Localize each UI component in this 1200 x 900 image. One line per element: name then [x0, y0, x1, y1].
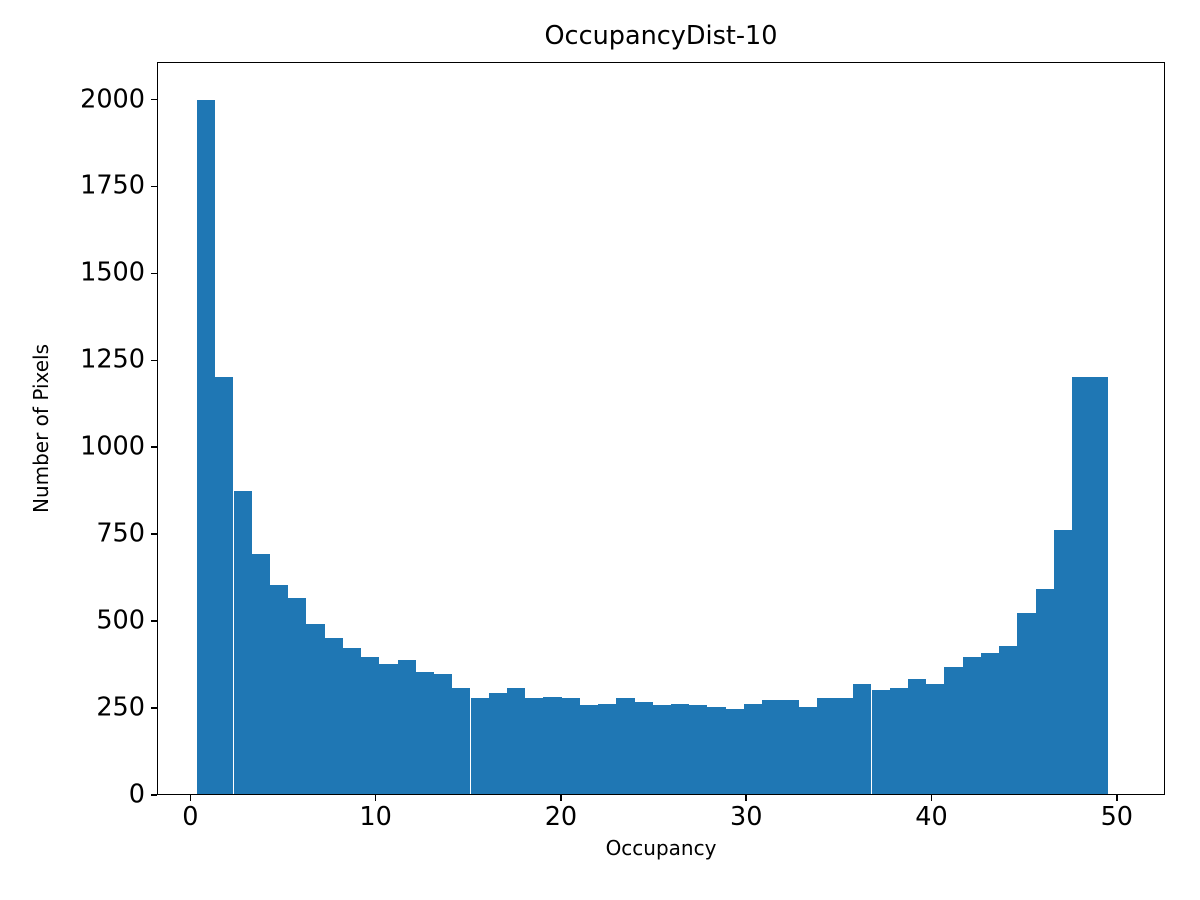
histogram-bar [725, 708, 744, 794]
x-tick-mark [189, 795, 192, 801]
histogram-bar [1053, 529, 1073, 794]
histogram-bar [579, 705, 599, 794]
x-tick-label: 50 [1100, 802, 1134, 832]
histogram-bar [215, 376, 234, 794]
histogram-bar [288, 597, 307, 794]
histogram-bar [488, 693, 507, 794]
x-tick-label: 30 [730, 802, 763, 832]
y-tick-mark [151, 794, 157, 796]
histogram-bar [434, 674, 453, 794]
x-tick-mark [560, 795, 562, 801]
y-tick-mark [151, 272, 157, 275]
histogram-bar [1090, 376, 1109, 794]
histogram-bar [251, 554, 270, 794]
y-tick-label: 1500 [80, 257, 145, 288]
histogram-bar [798, 707, 817, 794]
y-tick-label: 1250 [80, 344, 145, 375]
histogram-bar [1035, 588, 1054, 794]
x-tick-mark [1116, 795, 1118, 801]
histogram-bar [634, 701, 653, 794]
histogram-bar [743, 703, 763, 794]
histogram-bar [197, 100, 216, 794]
histogram-bar [543, 696, 562, 794]
histogram-bar [762, 700, 781, 794]
x-tick-mark [930, 795, 933, 801]
histogram-bar [342, 647, 362, 794]
histogram-bar [652, 705, 671, 794]
histogram-bar [1017, 613, 1036, 794]
histogram-bar [306, 623, 325, 794]
histogram-bar [889, 687, 908, 794]
histogram-bar [944, 667, 963, 794]
histogram-bar [415, 672, 434, 794]
plot-area [157, 62, 1165, 795]
histogram-bar [561, 698, 580, 794]
histogram-bar [835, 698, 854, 794]
y-tick-label: 2000 [80, 83, 145, 114]
y-axis-label: Number of Pixels [29, 344, 53, 514]
page-title: OccupancyDist-10 [544, 21, 778, 51]
x-tick-label: 10 [359, 802, 392, 832]
histogram-bar [671, 703, 690, 794]
histogram-bar [379, 663, 398, 794]
y-tick-label: 750 [96, 518, 145, 549]
histogram-bar [780, 700, 799, 794]
x-tick-mark [745, 795, 748, 801]
histogram-bar [397, 660, 416, 794]
histogram-bar [361, 656, 380, 794]
histogram-bar [470, 698, 489, 794]
histogram-bar [816, 698, 836, 794]
histogram-bar [926, 684, 945, 794]
x-tick-mark [374, 795, 377, 801]
histogram-bar [689, 705, 708, 794]
histogram-bar [598, 703, 617, 794]
histogram-bar [871, 689, 890, 794]
histogram-bars [158, 63, 1164, 794]
histogram-bar [269, 585, 289, 794]
y-tick-label: 0 [128, 779, 145, 810]
y-tick-mark [151, 98, 157, 101]
x-tick-label: 0 [182, 802, 199, 832]
x-tick-label: 20 [544, 802, 578, 832]
y-tick-label: 500 [96, 605, 145, 636]
histogram-bar [908, 679, 927, 794]
histogram-bar [999, 646, 1018, 794]
y-tick-mark [151, 185, 157, 188]
y-tick-label: 1750 [80, 170, 145, 201]
histogram-bar [525, 698, 544, 794]
histogram-bar [962, 656, 981, 794]
histogram-bar [853, 684, 872, 794]
y-tick-mark [151, 446, 157, 449]
y-tick-label: 1000 [80, 431, 145, 462]
histogram-bar [233, 491, 252, 794]
y-tick-mark [151, 707, 157, 709]
histogram-bar [980, 653, 1000, 794]
histogram-bar [616, 698, 635, 794]
histogram-bar [452, 687, 471, 794]
histogram-bar [324, 637, 343, 794]
y-tick-mark [151, 533, 157, 535]
x-tick-label: 40 [915, 802, 948, 832]
histogram-bar [1072, 376, 1091, 794]
y-tick-label: 250 [96, 692, 145, 723]
histogram-bar [506, 687, 526, 794]
x-axis-label: Occupancy [605, 836, 717, 860]
y-tick-mark [151, 359, 157, 362]
y-tick-mark [151, 620, 157, 622]
histogram-bar [707, 707, 726, 794]
